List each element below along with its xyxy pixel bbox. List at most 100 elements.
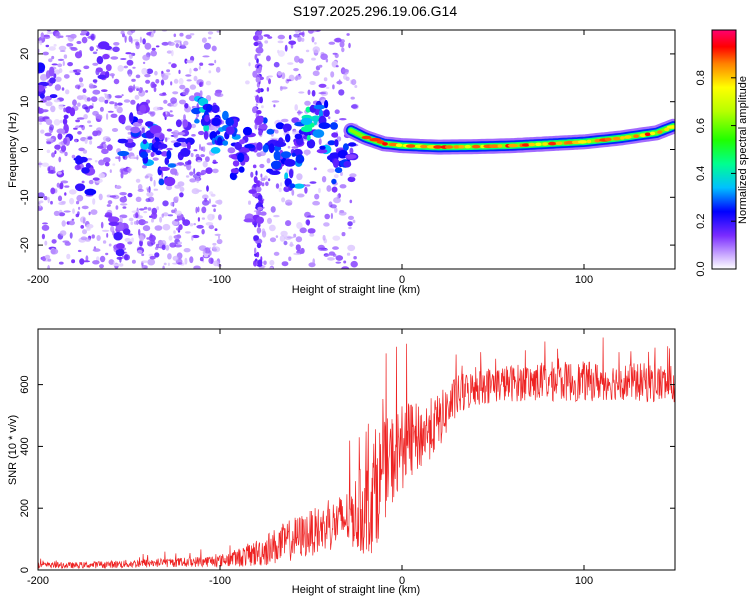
signal-blob	[79, 156, 88, 163]
noise-speckle	[155, 45, 160, 48]
noise-speckle	[293, 33, 300, 38]
signal-blob	[256, 216, 264, 224]
noise-speckle	[191, 123, 197, 129]
noise-speckle	[176, 234, 181, 238]
signal-blob	[96, 56, 104, 65]
noise-speckle	[82, 149, 88, 154]
noise-speckle	[348, 42, 351, 49]
signal-blob	[48, 66, 55, 77]
ridge-peak	[382, 142, 388, 146]
signal-blob	[118, 114, 126, 124]
noise-speckle	[184, 103, 189, 109]
signal-blob	[243, 154, 250, 163]
noise-speckle	[79, 124, 84, 128]
noise-speckle	[269, 237, 277, 243]
noise-speckle	[309, 81, 316, 85]
noise-speckle	[99, 106, 104, 112]
noise-speckle	[46, 149, 51, 154]
noise-speckle	[106, 97, 110, 102]
noise-speckle	[307, 228, 316, 234]
noise-speckle	[255, 170, 258, 176]
noise-speckle	[126, 59, 134, 66]
noise-speckle	[259, 181, 263, 186]
noise-speckle	[118, 263, 124, 267]
noise-speckle	[166, 50, 172, 54]
noise-speckle	[326, 185, 332, 192]
signal-blob	[313, 104, 326, 110]
signal-blob	[331, 178, 337, 185]
noise-speckle	[130, 99, 136, 105]
snr-panel: -200 -100 0 100 0 200 400 600 Height of straig…	[7, 328, 676, 596]
signal-blob	[313, 115, 318, 126]
noise-speckle	[209, 191, 214, 195]
noise-speckle	[213, 208, 216, 212]
noise-speckle	[127, 241, 133, 245]
noise-speckle	[51, 239, 57, 244]
signal-blob	[266, 128, 275, 135]
noise-speckle	[45, 101, 53, 107]
noise-speckle	[79, 258, 85, 265]
noise-speckle	[252, 164, 257, 169]
noise-speckle	[139, 235, 145, 242]
noise-speckle	[275, 183, 280, 189]
signal-blob	[230, 168, 239, 174]
noise-speckle	[51, 63, 58, 66]
noise-speckle	[45, 118, 53, 126]
noise-speckle	[110, 56, 119, 60]
noise-speckle	[265, 181, 269, 187]
ridge-peak	[471, 144, 481, 149]
noise-speckle	[120, 171, 124, 179]
noise-speckle	[92, 177, 100, 181]
noise-speckle	[339, 118, 347, 121]
noise-speckle	[216, 93, 224, 98]
noise-speckle	[178, 69, 181, 74]
noise-speckle	[177, 262, 183, 265]
noise-speckle	[77, 211, 80, 216]
signal-blob	[243, 218, 255, 223]
noise-speckle	[146, 191, 154, 197]
noise-speckle	[165, 137, 168, 143]
noise-speckle	[47, 196, 50, 204]
snr-series-line	[38, 337, 675, 570]
noise-speckle	[190, 152, 194, 158]
noise-speckle	[183, 40, 189, 46]
signal-blob	[242, 126, 253, 136]
signal-blob	[331, 132, 339, 138]
noise-speckle	[53, 43, 57, 47]
noise-speckle	[305, 184, 311, 187]
noise-speckle	[256, 227, 262, 234]
signal-blob	[186, 142, 191, 151]
noise-speckle	[196, 113, 200, 118]
signal-blob	[205, 104, 213, 112]
noise-speckle	[253, 235, 259, 241]
noise-speckle	[57, 171, 62, 175]
noise-speckle	[208, 224, 215, 230]
noise-speckle	[167, 262, 170, 266]
noise-speckle	[191, 134, 196, 137]
noise-speckle	[257, 34, 264, 41]
signal-blob	[113, 231, 123, 241]
noise-speckle	[134, 94, 140, 100]
noise-speckle	[127, 85, 134, 93]
noise-speckle	[274, 129, 279, 134]
noise-speckle	[136, 155, 139, 161]
noise-speckle	[141, 67, 148, 75]
noise-speckle	[127, 192, 133, 198]
signal-blob	[102, 53, 110, 60]
noise-speckle	[50, 187, 56, 195]
noise-speckle	[254, 123, 258, 130]
noise-speckle	[193, 265, 201, 269]
noise-speckle	[41, 233, 46, 240]
noise-speckle	[155, 243, 160, 249]
noise-speckle	[53, 73, 57, 79]
noise-speckle	[60, 145, 67, 152]
noise-speckle	[189, 256, 194, 264]
signal-blob	[124, 141, 136, 148]
noise-speckle	[332, 235, 341, 241]
noise-speckle	[212, 161, 219, 164]
signal-blob	[56, 128, 66, 134]
noise-speckle	[87, 120, 92, 124]
ridge-peak	[664, 127, 670, 132]
noise-speckle	[76, 200, 80, 205]
noise-speckle	[277, 34, 285, 40]
